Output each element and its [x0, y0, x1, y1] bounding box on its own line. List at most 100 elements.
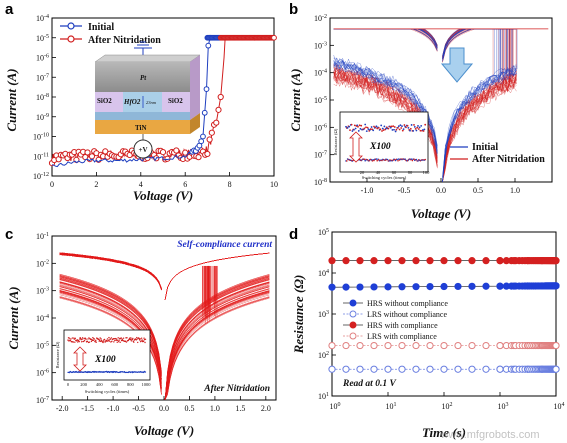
electrode-label-top: Pt — [140, 74, 147, 82]
data-point — [328, 283, 336, 291]
panel-b-inset-ylabel: Resistance (Ω) — [333, 128, 338, 155]
inset-point-hrs — [119, 341, 121, 343]
inset-point-hrs — [72, 341, 75, 343]
inset-point-hrs — [70, 338, 72, 340]
iv-curve — [333, 28, 438, 49]
data-point-initial — [200, 133, 206, 140]
data-point-initial — [203, 86, 210, 92]
inset-point-hrs — [377, 126, 380, 129]
inset-point-hrs — [381, 130, 383, 132]
inset-point-hrs — [350, 123, 353, 126]
inset-point-hrs — [373, 125, 375, 128]
iv-curve — [442, 67, 517, 183]
inset-point-lrs — [415, 158, 418, 161]
inset-point-hrs — [83, 340, 86, 342]
inset-point-hrs — [108, 340, 111, 342]
inset-point-hrs — [358, 124, 361, 127]
inset-point-hrs — [359, 127, 362, 130]
inset-point-hrs — [364, 123, 367, 126]
y-tick-label: 10-11 — [33, 152, 49, 161]
iv-curve — [442, 69, 517, 182]
iv-curve — [164, 291, 270, 401]
inset-point-hrs — [86, 340, 89, 343]
data-point-after-nitridation — [215, 106, 222, 113]
iv-curve — [59, 275, 162, 373]
inset-point-hrs — [77, 341, 79, 343]
inset-point-lrs — [119, 371, 121, 374]
data-point — [342, 283, 350, 291]
y-tick-label: 101 — [318, 392, 329, 401]
inset-point-lrs — [112, 370, 114, 373]
inset-point-hrs — [133, 341, 135, 343]
data-point — [482, 365, 490, 373]
inset-point-lrs — [396, 158, 399, 161]
x-tick-label: 1.0 — [210, 404, 220, 413]
iv-curve — [59, 274, 162, 372]
inset-point-hrs — [403, 124, 406, 126]
y-tick-label: 10-9 — [36, 113, 49, 122]
data-point — [370, 257, 378, 265]
data-point — [496, 365, 504, 373]
inset-point-hrs — [137, 341, 139, 344]
inset-point-lrs — [123, 370, 126, 373]
inset-point-hrs — [351, 130, 354, 132]
inset-point-hrs — [405, 126, 407, 129]
iv-curve — [164, 285, 270, 401]
y-tick-label: 10-2 — [36, 259, 49, 268]
data-point-after-nitridation — [204, 150, 211, 158]
inset-point-hrs — [110, 337, 113, 339]
inset-point-lrs — [397, 159, 399, 162]
iv-curve — [59, 283, 162, 381]
data-point — [328, 257, 336, 265]
inset-point-hrs — [385, 127, 387, 130]
iv-curve — [442, 79, 517, 183]
inset-point-hrs — [90, 340, 93, 343]
panel-letter-b: b — [289, 1, 298, 18]
oxide-label-left: SiO2 — [97, 97, 112, 105]
inset-point-hrs — [115, 339, 117, 342]
iv-curve — [333, 28, 438, 49]
y-tick-label: 10-10 — [33, 133, 49, 142]
panel-b-y-axis-label: Current (A) — [288, 68, 303, 131]
inset-point-hrs — [349, 129, 351, 132]
panel-b-inset-xlabel: Switching cycles (times) — [362, 175, 407, 180]
self-compliance-annotation: Self-compliance current — [177, 240, 272, 250]
legend-marker — [349, 332, 357, 340]
iv-curve — [164, 296, 270, 401]
y-tick-label: 10-1 — [36, 232, 49, 241]
inset-x-tick-label: 800 — [127, 382, 135, 387]
inset-point-hrs — [353, 128, 355, 131]
x-tick-label: -0.5 — [132, 404, 145, 413]
iv-curve — [164, 290, 270, 401]
inset-point-hrs — [413, 124, 415, 126]
inset-point-hrs — [136, 336, 138, 339]
inset-point-hrs — [382, 129, 385, 132]
device-schematic-inset: Pt SiO2 SiO2 HfO2 23nm TiN +V — [94, 41, 201, 159]
inset-point-hrs — [418, 126, 421, 129]
inset-point-hrs — [95, 339, 97, 342]
iv-curve — [333, 58, 438, 154]
inset-point-hrs — [102, 340, 105, 342]
data-point — [496, 341, 504, 350]
inset-point-hrs — [393, 126, 396, 128]
inset-x-tick-label: 1000 — [142, 382, 152, 387]
panel-c-x-axis-label: Voltage (V) — [134, 423, 194, 438]
iv-curve — [59, 282, 162, 380]
inset-point-hrs — [389, 126, 392, 129]
inset-point-hrs — [67, 339, 69, 341]
iv-curve — [59, 279, 162, 377]
read-voltage-annotation: Read at 0.1 V — [342, 379, 396, 389]
oxide-label-right: SiO2 — [168, 97, 183, 105]
y-tick-label: 10-7 — [36, 396, 49, 405]
inset-x-tick-label: 600 — [111, 382, 119, 387]
iv-curve — [333, 28, 438, 49]
inset-point-hrs — [98, 338, 100, 340]
inset-point-hrs — [130, 337, 132, 339]
inset-point-hrs — [104, 341, 107, 343]
data-point — [370, 341, 378, 350]
inset-x-tick-label: 200 — [80, 382, 88, 387]
inset-point-hrs — [106, 338, 109, 340]
inset-point-hrs — [109, 338, 112, 340]
inset-point-lrs — [77, 371, 79, 374]
